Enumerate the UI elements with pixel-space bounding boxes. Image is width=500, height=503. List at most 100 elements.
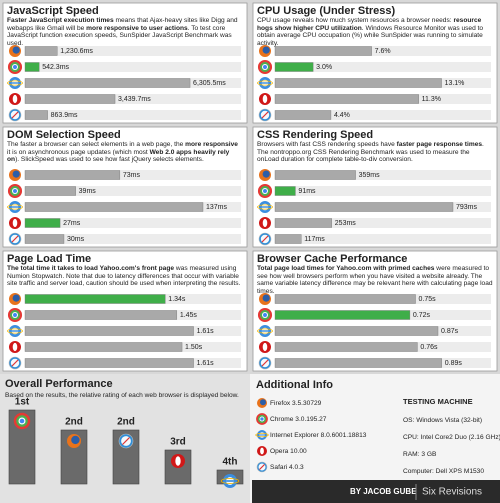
version: Opera 10.00 [270,448,307,455]
value-label: 30ms [67,236,85,243]
icon-part [12,342,18,352]
browser-icon [259,169,271,181]
browser-icon [258,108,272,122]
version: Safari 4.0.3 [270,464,304,471]
description-text: The total time it takes to load Yahoo.co… [7,265,175,272]
value-label: 11.3% [422,96,441,103]
value-label: 1.61s [197,360,215,367]
icon-part [261,330,269,332]
icon-part [260,417,264,421]
icon-part [262,170,270,178]
description-text: were measured to see how well browsers p… [257,265,493,295]
icon-part [71,435,80,445]
panel-description: The faster a browser can select elements… [7,141,243,164]
version: Internet Explorer 8.0.6001.18813 [270,432,367,439]
browser-icon [255,430,269,440]
browser-icon [220,474,240,488]
podium [60,429,88,485]
bar [24,78,191,88]
browser-icon [259,93,271,105]
browser-icon [259,45,271,57]
icon-part [257,204,273,210]
bar-track [275,110,491,120]
bar [274,202,454,212]
browser-icon [9,45,21,57]
icon-part [255,432,269,438]
description-text: Faster JavaScript execution times [7,17,114,24]
value-label: 542.3ms [42,64,69,71]
footer-bar [252,480,500,503]
panel-title: JavaScript Speed [7,5,99,17]
bar-track [25,62,241,72]
value-label: 1,230.6ms [60,48,93,55]
bar-track [25,46,241,56]
bar-track [275,170,491,180]
value-label: 0.72s [413,312,431,319]
value-label: 27ms [63,220,81,227]
description-text: more responsive to user actions [86,24,188,32]
icon-part [262,342,268,352]
browser-icon [258,232,272,246]
icon-part [263,189,267,193]
icon-part [12,94,18,104]
bar [24,170,121,180]
bar [274,218,332,228]
browser-icon [259,341,271,353]
icon-part [226,480,234,482]
icon-part [122,437,130,445]
value-label: 6,305.5ms [193,80,226,87]
value-label: 0.75s [419,296,437,303]
bar-track [275,62,491,72]
value-label: 137ms [206,204,228,211]
bar [24,186,76,196]
bar [274,170,356,180]
bar [274,294,416,304]
icon-part [261,111,269,119]
browser-icon [257,325,273,337]
panel-title: CSS Rendering Speed [257,129,373,141]
bar [274,110,332,120]
description-text: Browsers with fast CSS rendering speeds … [257,141,397,148]
value-label: 3,439.7ms [118,96,151,103]
rank-label: 1st [15,397,30,408]
bar-track [25,170,241,180]
panel-description: CPU usage reveals how much system resour… [257,17,493,47]
bar [274,78,442,88]
value-label: 1.61s [197,328,215,335]
bar [274,234,302,244]
browser-icon [257,398,267,408]
version: Firefox 3.5.30729 [270,400,322,407]
description-text: . To test core JavaScript function execu… [7,24,232,47]
icon-part [261,359,269,367]
bar-track [275,218,491,228]
icon-part [7,80,23,86]
overall-title: Overall Performance [5,378,113,390]
bar [274,342,418,352]
icon-part [13,313,17,317]
icon-part [259,434,265,436]
icon-part [262,94,268,104]
bar [24,46,58,56]
browser-icon [9,169,21,181]
panel-title: DOM Selection Speed [7,129,121,141]
icon-part [260,447,264,455]
description-text: . The nontroppo.org CSS Rendering Benchm… [257,141,484,164]
machine-spec: OS: Windows Vista (32-bit) [403,417,482,424]
description-text: . Windows Resource Monitor was used to o… [257,24,484,47]
description-text: was measured using Numion Stopwatch. Not… [7,265,241,288]
icon-part [11,235,19,243]
value-label: 39ms [79,188,97,195]
description-text: faster page response times [396,141,483,148]
browser-icon [9,93,21,105]
browser-icon [8,356,22,370]
icon-part [220,478,240,484]
browser-icon [257,77,273,89]
value-label: 1.34s [168,296,186,303]
machine-spec: Computer: Dell XPS M1530 [403,468,484,475]
value-label: 1.45s [180,312,198,319]
bar [24,218,61,228]
icon-part [12,170,20,178]
icon-part [175,456,181,466]
icon-part [257,328,273,334]
browser-icon [9,341,21,353]
